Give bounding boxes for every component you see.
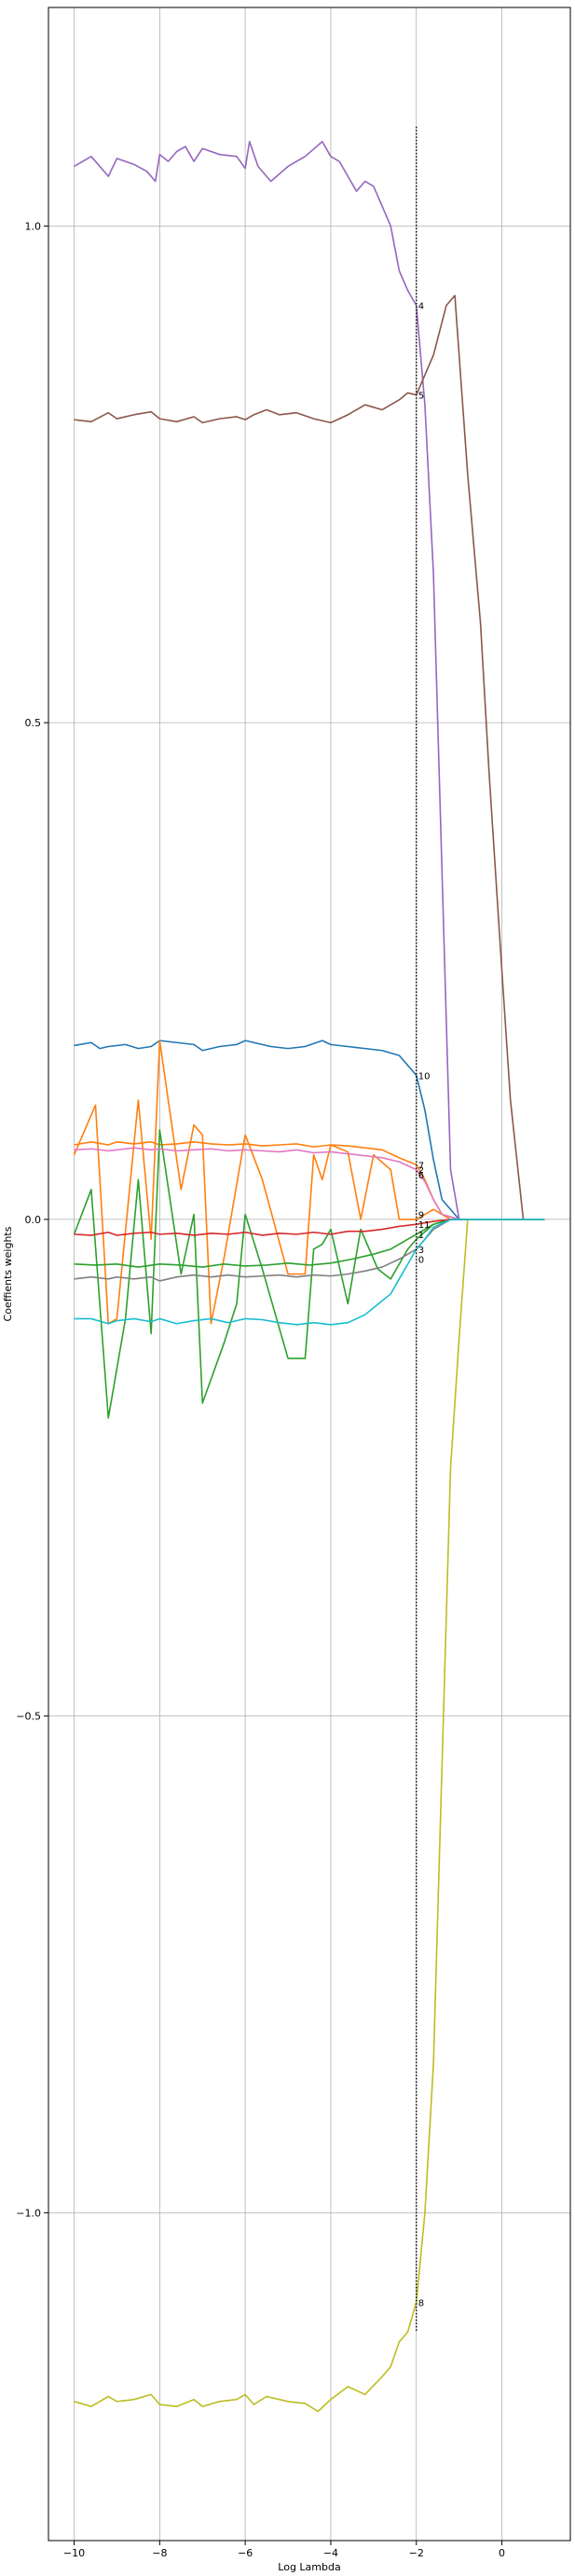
series-end-label: 11 — [418, 1220, 431, 1231]
series-end-label: 1 — [418, 1231, 424, 1241]
series-end-label: 0 — [418, 1256, 424, 1266]
series-line — [73, 1040, 545, 1325]
x-tick-label: 0 — [499, 2547, 505, 2559]
series-line — [73, 1129, 545, 1419]
series-end-label: 5 — [418, 392, 424, 402]
series-end-label: 8 — [418, 2298, 424, 2308]
series-end-label: 7 — [418, 1161, 424, 1171]
y-tick-label: −1.0 — [16, 2207, 41, 2219]
plot-frame — [48, 7, 571, 2542]
series-line — [74, 295, 545, 1220]
series-line — [74, 1219, 545, 1268]
y-tick-label: 0.5 — [25, 717, 42, 729]
y-tick-label: 1.0 — [25, 220, 42, 232]
x-tick-label: −10 — [63, 2547, 85, 2559]
x-tick-label: −8 — [152, 2547, 167, 2559]
series-line — [74, 1219, 545, 1326]
x-axis-label: Log Lambda — [278, 2561, 340, 2573]
y-tick-label: 0.0 — [25, 1214, 42, 1226]
series-end-label: 9 — [418, 1211, 424, 1221]
series-end-label: 2 — [418, 1166, 424, 1177]
series-lines — [73, 141, 545, 2413]
x-tick-label: −4 — [323, 2547, 338, 2559]
series-line — [74, 1147, 545, 1220]
series-line — [74, 1219, 545, 2413]
x-tick-label: −2 — [409, 2547, 424, 2559]
series-end-label: 10 — [418, 1071, 431, 1081]
series-line — [74, 1219, 545, 1282]
grid-lines — [48, 7, 570, 2541]
x-tick-label: −6 — [238, 2547, 253, 2559]
series-end-label: 6 — [418, 1171, 424, 1181]
series-line — [74, 1219, 545, 1236]
series-line — [74, 1040, 545, 1220]
series-line — [74, 141, 545, 1220]
series-end-label: 4 — [418, 302, 424, 312]
y-tick-label: −0.5 — [16, 1711, 41, 1723]
axes: −10 −8 −6 −4 −2 0 −1.0 −0.5 0.0 0.5 1.0 — [16, 7, 571, 2559]
series-end-label: 3 — [418, 1246, 424, 1256]
y-axis-label: Coeffients weights — [2, 1226, 14, 1321]
